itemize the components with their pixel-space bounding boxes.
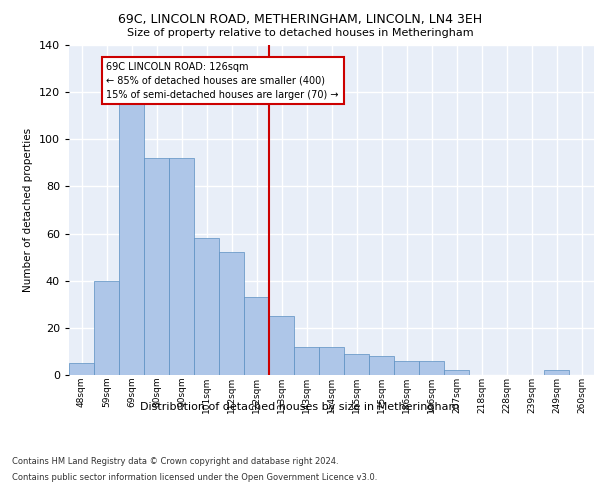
Bar bbox=[219, 252, 244, 375]
Text: 69C LINCOLN ROAD: 126sqm
← 85% of detached houses are smaller (400)
15% of semi-: 69C LINCOLN ROAD: 126sqm ← 85% of detach… bbox=[107, 62, 339, 100]
Bar bbox=[194, 238, 219, 375]
Bar bbox=[144, 158, 169, 375]
Bar bbox=[419, 361, 444, 375]
Bar bbox=[169, 158, 194, 375]
Text: Contains public sector information licensed under the Open Government Licence v3: Contains public sector information licen… bbox=[12, 472, 377, 482]
Text: Size of property relative to detached houses in Metheringham: Size of property relative to detached ho… bbox=[127, 28, 473, 38]
Bar bbox=[344, 354, 369, 375]
Bar bbox=[294, 346, 319, 375]
Bar bbox=[544, 370, 569, 375]
Y-axis label: Number of detached properties: Number of detached properties bbox=[23, 128, 33, 292]
Bar bbox=[369, 356, 394, 375]
Bar bbox=[94, 280, 119, 375]
Text: 69C, LINCOLN ROAD, METHERINGHAM, LINCOLN, LN4 3EH: 69C, LINCOLN ROAD, METHERINGHAM, LINCOLN… bbox=[118, 12, 482, 26]
Text: Distribution of detached houses by size in Metheringham: Distribution of detached houses by size … bbox=[140, 402, 460, 412]
Text: Contains HM Land Registry data © Crown copyright and database right 2024.: Contains HM Land Registry data © Crown c… bbox=[12, 458, 338, 466]
Bar bbox=[394, 361, 419, 375]
Bar bbox=[119, 104, 144, 375]
Bar bbox=[69, 363, 94, 375]
Bar bbox=[319, 346, 344, 375]
Bar bbox=[444, 370, 469, 375]
Bar bbox=[269, 316, 294, 375]
Bar bbox=[244, 297, 269, 375]
